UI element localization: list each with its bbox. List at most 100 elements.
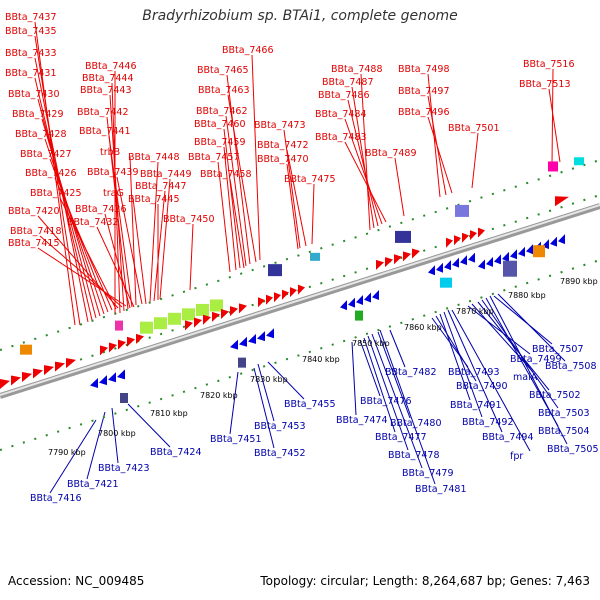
forward-gene — [478, 227, 485, 238]
gene-label-bottom: BBta_7502 — [529, 390, 581, 401]
bottom-connector — [253, 367, 275, 449]
reverse-gene — [468, 252, 475, 263]
bottom-label-connectors — [49, 293, 568, 494]
gene-label-bottom: BBta_7451 — [210, 434, 262, 445]
gene-label-top: BBta_7460 — [194, 119, 246, 130]
gene-block — [533, 245, 545, 258]
bottom-connector — [443, 311, 483, 418]
reverse-gene — [356, 295, 363, 306]
bottom-connector — [363, 337, 396, 433]
top-connector — [548, 88, 561, 163]
coordinate-tick-label: 7860 kbp — [404, 323, 442, 332]
gene-label-top: BBta_7483 — [315, 132, 367, 143]
forward-gene — [274, 292, 281, 303]
gene-label-bottom: maiA — [513, 372, 538, 383]
bottom-connector — [267, 361, 305, 400]
top-connector — [37, 247, 127, 307]
gene-label-top: BBta_7498 — [398, 64, 450, 75]
reverse-gene — [478, 259, 485, 270]
top-connector — [227, 94, 257, 263]
coordinate-tick-label: 7880 kbp — [508, 291, 546, 300]
top-connector — [153, 190, 166, 302]
forward-gene — [203, 314, 211, 325]
gene-label-top: BBta_7436 — [75, 204, 127, 215]
top-connector — [351, 86, 375, 229]
gene-label-bottom: BBta_7482 — [385, 367, 437, 378]
coordinate-tick-label: 7810 kbp — [150, 409, 188, 418]
reverse-gene — [364, 292, 371, 303]
bottom-connector — [111, 407, 119, 464]
gene-label-top: BBta_7459 — [194, 137, 246, 148]
gene-label-bottom: BBta_7504 — [538, 426, 590, 437]
bottom-connector — [389, 329, 406, 368]
gene-label-bottom: BBta_7507 — [532, 344, 584, 355]
reverse-gene — [526, 244, 533, 255]
gene-label-top: BBta_7439 — [87, 167, 139, 178]
forward-gene — [376, 259, 384, 270]
gene-label-top: BBta_7431 — [5, 68, 57, 79]
forward-gene — [22, 372, 32, 383]
top-connector — [344, 118, 383, 225]
gene-label-top: BBta_7426 — [25, 168, 77, 179]
coordinate-tick-label: 7790 kbp — [48, 448, 86, 457]
gene-label-top: BBta_7496 — [398, 107, 450, 118]
gene-label-bottom: BBta_7424 — [150, 447, 202, 458]
bottom-connector — [451, 309, 531, 452]
gene-label-top: BBta_7472 — [257, 140, 309, 151]
gene-label-top: BBta_7486 — [318, 90, 370, 101]
reverse-gene — [117, 369, 125, 380]
gene-label-top: BBta_7488 — [331, 64, 383, 75]
gene-block — [395, 230, 411, 243]
gene-label-top: BBta_7501 — [448, 123, 500, 134]
gene-block — [548, 161, 558, 172]
forward-gene — [266, 294, 273, 305]
top-connector — [34, 77, 93, 321]
gene-label-top: BBta_7462 — [196, 106, 248, 117]
forward-gene-labels: BBta_7437 BBta_7435 BBta_7433 BBta_7431 BBta… — [5, 12, 575, 249]
coordinate-tick-label: 7870 kbp — [456, 307, 494, 316]
forward-gene — [33, 368, 43, 379]
bottom-connector — [371, 333, 423, 469]
gene-block — [120, 393, 128, 403]
gene-label-bottom: BBta_7481 — [415, 484, 467, 495]
forward-gene — [298, 284, 305, 295]
gene-label-top: BBta_7458 — [200, 169, 252, 180]
coordinate-tick-label: 7820 kbp — [200, 391, 238, 400]
gene-label-top: BBta_7487 — [322, 77, 374, 88]
gene-label-bottom: BBta_7499 — [510, 354, 562, 365]
forward-gene — [44, 365, 54, 376]
reverse-gene — [266, 328, 274, 339]
bottom-connector — [497, 293, 566, 362]
gene-label-top: BBta_7466 — [222, 45, 274, 56]
bottom-connector — [351, 341, 357, 416]
gene-label-top: BBta_7445 — [128, 194, 180, 205]
gene-label-bottom: BBta_7505 — [547, 444, 599, 455]
forward-gene — [555, 196, 569, 207]
gene-label-top: BBta_7437 — [5, 12, 57, 23]
forward-gene — [258, 297, 265, 308]
bottom-connector — [379, 329, 436, 485]
reverse-gene — [518, 246, 525, 257]
gene-features — [0, 157, 584, 403]
reverse-gene — [230, 339, 238, 350]
reverse-gene — [460, 255, 467, 266]
forward-gene — [0, 379, 10, 389]
bottom-connector — [86, 411, 106, 480]
gene-label-bottom: BBta_7452 — [254, 448, 306, 459]
coordinate-tick-label: 7800 kbp — [98, 429, 136, 438]
forward-gene — [282, 289, 289, 300]
topology-label: Topology: circular; Length: 8,264,687 bp… — [260, 574, 590, 588]
forward-gene — [462, 232, 469, 243]
gene-label-top: BBta_7425 — [30, 188, 82, 199]
reverse-gene — [340, 300, 347, 311]
top-connector — [189, 223, 194, 291]
reverse-gene — [510, 249, 517, 260]
gene-block — [455, 204, 469, 217]
gene-block — [310, 252, 320, 261]
forward-gene — [403, 251, 411, 262]
gene-label-bottom: BBta_7493 — [448, 367, 500, 378]
gene-label-top: BBta_7428 — [15, 129, 67, 140]
top-connector — [159, 178, 171, 300]
forward-gene — [470, 230, 477, 241]
